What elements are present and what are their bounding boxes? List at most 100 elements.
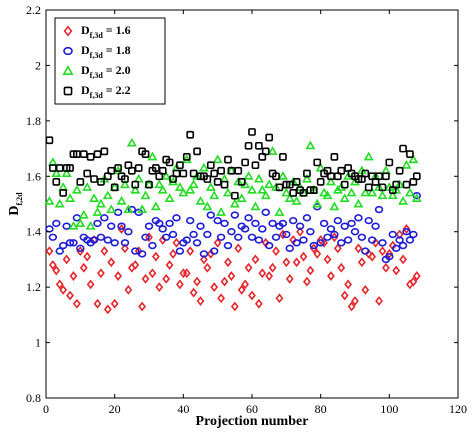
y-axis-label: Df,2d bbox=[7, 192, 24, 216]
data-point-triangle bbox=[185, 184, 196, 194]
x-axis: 0 20 40 60 80 100 120 bbox=[43, 10, 467, 416]
data-point-diamond bbox=[151, 251, 160, 262]
x-tick-label: 80 bbox=[315, 402, 327, 416]
data-point-triangle bbox=[387, 190, 398, 200]
data-point-square bbox=[330, 153, 339, 161]
series-circle bbox=[45, 192, 422, 264]
data-point-triangle bbox=[198, 162, 209, 172]
data-point-diamond bbox=[200, 254, 208, 265]
data-point-triangle bbox=[116, 196, 127, 205]
data-point-circle bbox=[319, 219, 329, 228]
data-point-diamond bbox=[169, 249, 177, 259]
data-point-circle bbox=[240, 225, 250, 233]
data-points bbox=[44, 128, 422, 315]
data-point-circle bbox=[357, 233, 367, 241]
data-point-circle bbox=[89, 236, 99, 244]
data-point-circle bbox=[350, 228, 360, 236]
data-point-diamond bbox=[392, 265, 401, 276]
data-point-square bbox=[241, 158, 249, 167]
data-point-triangle bbox=[408, 154, 419, 164]
data-point-square bbox=[316, 177, 325, 186]
data-point-circle bbox=[323, 233, 332, 241]
data-point-square bbox=[90, 175, 98, 183]
data-point-diamond bbox=[296, 226, 304, 237]
data-point-square bbox=[337, 166, 346, 175]
data-point-diamond bbox=[244, 262, 253, 273]
data-point-triangle bbox=[216, 207, 227, 216]
data-point-triangle bbox=[137, 204, 148, 214]
data-point-diamond bbox=[299, 251, 308, 262]
data-point-triangle bbox=[85, 220, 96, 230]
data-point-square bbox=[261, 147, 270, 156]
data-point-diamond bbox=[72, 298, 81, 309]
y-tick-label: 1.8 bbox=[26, 114, 41, 128]
data-point-square bbox=[186, 130, 195, 139]
data-point-diamond bbox=[237, 285, 246, 295]
data-point-circle bbox=[244, 214, 253, 222]
data-point-diamond bbox=[196, 296, 205, 306]
data-point-square bbox=[165, 158, 174, 167]
data-point-square bbox=[127, 166, 136, 175]
y-tick-label: 1.4 bbox=[26, 225, 41, 239]
data-point-circle bbox=[371, 222, 380, 230]
data-point-diamond bbox=[241, 279, 250, 290]
data-point-diamond bbox=[230, 301, 239, 312]
data-point-circle bbox=[107, 222, 116, 230]
data-point-triangle bbox=[174, 182, 185, 191]
data-point-circle bbox=[285, 244, 294, 253]
data-point-square bbox=[114, 164, 122, 172]
data-point-square bbox=[121, 175, 129, 183]
data-point-triangle bbox=[253, 173, 264, 183]
y-tick-label: 1.2 bbox=[26, 280, 41, 294]
data-point-circle bbox=[282, 230, 291, 239]
data-point-diamond bbox=[351, 296, 359, 306]
data-point-square bbox=[152, 164, 160, 172]
data-point-circle bbox=[100, 214, 109, 222]
data-point-triangle bbox=[401, 159, 412, 169]
data-point-circle bbox=[271, 233, 281, 241]
data-point-triangle bbox=[188, 179, 199, 189]
data-point-diamond bbox=[272, 246, 280, 256]
data-point-circle bbox=[189, 230, 198, 239]
data-point-diamond bbox=[265, 271, 274, 281]
data-point-square bbox=[193, 147, 201, 156]
data-point-circle bbox=[264, 241, 274, 250]
data-point-triangle bbox=[411, 193, 422, 202]
y-tick-label: 2 bbox=[35, 58, 41, 72]
data-point-circle bbox=[388, 230, 397, 239]
data-point-circle bbox=[343, 236, 353, 244]
data-point-diamond bbox=[227, 271, 236, 281]
data-point-diamond bbox=[258, 268, 267, 279]
data-point-square bbox=[179, 169, 188, 178]
x-axis-label: Projection number bbox=[196, 414, 309, 429]
data-point-diamond bbox=[354, 243, 363, 254]
data-point-triangle bbox=[92, 207, 103, 216]
data-point-triangle bbox=[377, 190, 388, 200]
data-point-diamond bbox=[364, 249, 373, 259]
data-point-triangle bbox=[267, 146, 278, 155]
data-point-diamond bbox=[323, 254, 332, 265]
data-point-diamond bbox=[248, 290, 256, 301]
x-tick-label: 60 bbox=[246, 402, 258, 416]
x-tick-label: 120 bbox=[449, 402, 467, 416]
data-point-diamond bbox=[409, 276, 418, 287]
data-point-diamond bbox=[402, 224, 411, 234]
data-point-diamond bbox=[330, 232, 339, 243]
data-point-diamond bbox=[165, 260, 174, 270]
data-point-triangle bbox=[126, 137, 137, 147]
data-point-square bbox=[141, 150, 150, 158]
data-point-triangle bbox=[205, 182, 216, 191]
data-point-diamond bbox=[213, 237, 222, 248]
data-point-circle bbox=[391, 244, 401, 253]
data-point-diamond bbox=[172, 237, 181, 248]
data-point-diamond bbox=[234, 243, 243, 254]
data-point-diamond bbox=[48, 260, 57, 270]
data-point-square bbox=[364, 183, 373, 192]
data-point-diamond bbox=[189, 287, 198, 298]
data-point-circle bbox=[65, 239, 75, 247]
legend-marker-diamond bbox=[63, 25, 73, 37]
data-point-circle bbox=[161, 233, 171, 241]
data-point-circle bbox=[62, 222, 71, 230]
data-point-circle bbox=[292, 239, 301, 247]
